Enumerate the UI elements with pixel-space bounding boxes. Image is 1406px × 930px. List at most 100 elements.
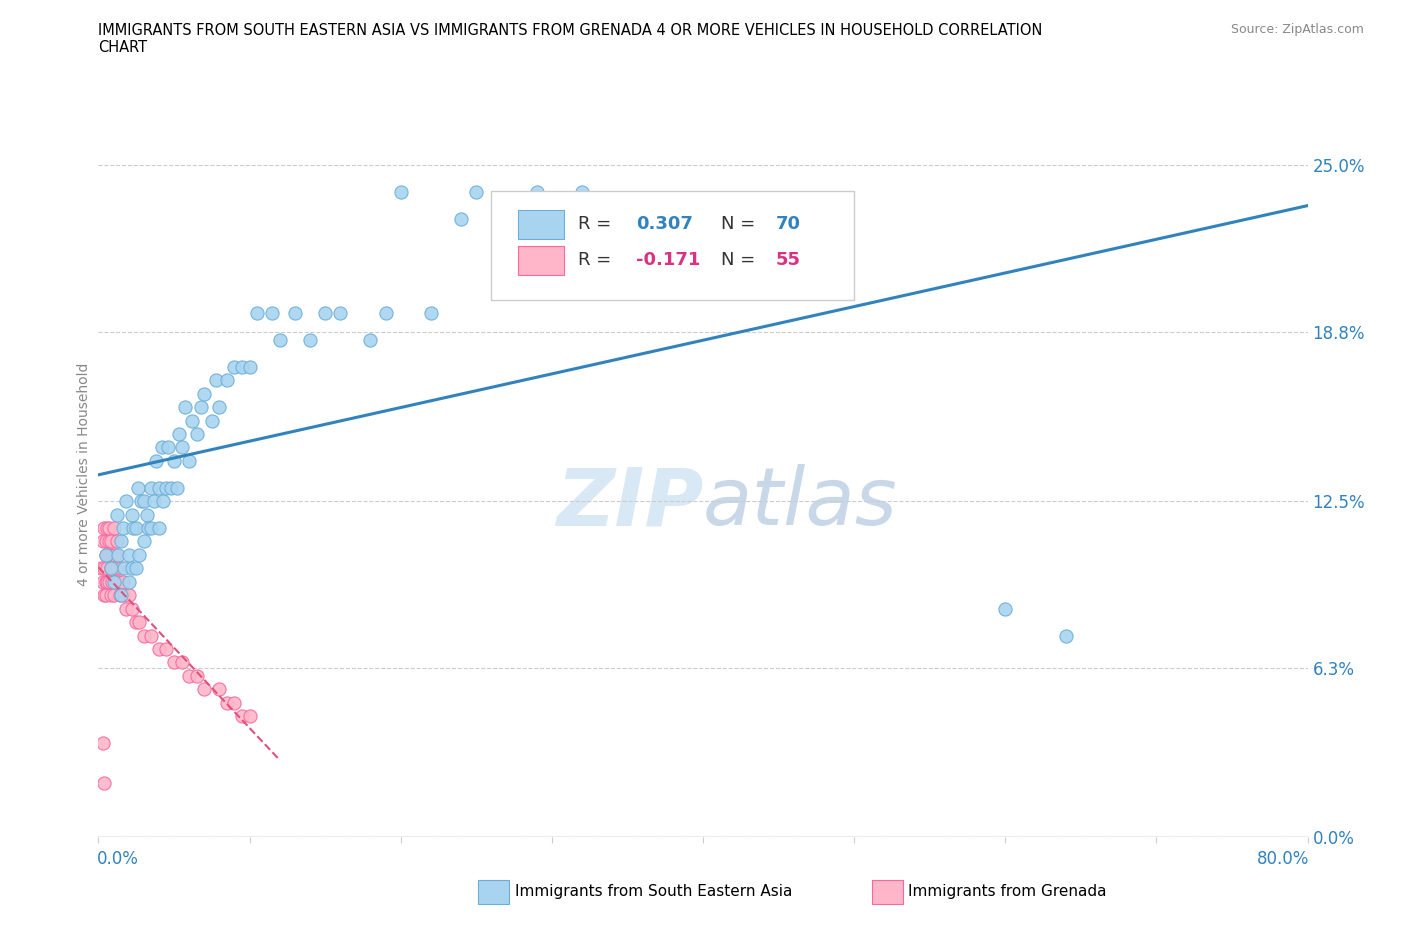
- Point: [110, 588, 132, 603]
- Point: [208, 682, 231, 697]
- Point: [239, 359, 262, 374]
- Point: [104, 575, 127, 590]
- Point: [108, 588, 131, 603]
- Point: [101, 548, 124, 563]
- Point: [141, 480, 163, 495]
- Point: [239, 709, 262, 724]
- FancyBboxPatch shape: [492, 192, 855, 300]
- Text: IMMIGRANTS FROM SOUTH EASTERN ASIA VS IMMIGRANTS FROM GRENADA 4 OR MORE VEHICLES: IMMIGRANTS FROM SOUTH EASTERN ASIA VS IM…: [98, 23, 1043, 38]
- Text: -0.171: -0.171: [637, 251, 700, 270]
- Point: [93, 521, 115, 536]
- Point: [179, 454, 201, 469]
- Point: [128, 548, 150, 563]
- Point: [125, 615, 148, 630]
- Point: [107, 548, 129, 563]
- Point: [98, 534, 121, 549]
- Point: [155, 642, 177, 657]
- Point: [190, 400, 212, 415]
- Text: Immigrants from South Eastern Asia: Immigrants from South Eastern Asia: [515, 884, 792, 899]
- Point: [103, 521, 125, 536]
- Point: [111, 521, 134, 536]
- Point: [571, 185, 593, 200]
- Point: [231, 709, 253, 724]
- Point: [179, 669, 201, 684]
- Point: [101, 575, 124, 590]
- Point: [181, 413, 204, 428]
- Point: [118, 575, 141, 590]
- Point: [994, 601, 1017, 616]
- Point: [450, 212, 472, 227]
- Text: 0.0%: 0.0%: [97, 850, 139, 868]
- Point: [143, 494, 166, 509]
- Point: [93, 776, 115, 790]
- Point: [231, 359, 253, 374]
- Point: [148, 642, 170, 657]
- Point: [170, 440, 193, 455]
- Point: [125, 561, 148, 576]
- Point: [96, 521, 118, 536]
- Point: [150, 440, 173, 455]
- Point: [152, 494, 174, 509]
- Point: [98, 548, 121, 563]
- Point: [96, 561, 118, 576]
- Point: [112, 588, 135, 603]
- Point: [100, 561, 122, 576]
- Point: [93, 561, 115, 576]
- Point: [208, 400, 231, 415]
- Point: [495, 225, 517, 240]
- Point: [96, 575, 118, 590]
- Text: Immigrants from Grenada: Immigrants from Grenada: [908, 884, 1107, 899]
- Point: [420, 306, 443, 321]
- Point: [160, 480, 183, 495]
- Point: [91, 736, 114, 751]
- Point: [129, 494, 152, 509]
- Point: [132, 534, 155, 549]
- Point: [103, 588, 125, 603]
- Point: [215, 696, 238, 711]
- Point: [141, 521, 163, 536]
- Point: [128, 615, 150, 630]
- Point: [94, 548, 117, 563]
- Point: [90, 561, 112, 576]
- Point: [163, 454, 186, 469]
- Point: [145, 454, 167, 469]
- Text: CHART: CHART: [98, 40, 148, 55]
- Point: [118, 548, 141, 563]
- Point: [105, 534, 128, 549]
- Point: [121, 507, 143, 522]
- Point: [122, 521, 145, 536]
- Point: [193, 682, 215, 697]
- Text: Source: ZipAtlas.com: Source: ZipAtlas.com: [1230, 23, 1364, 36]
- Point: [132, 628, 155, 643]
- Point: [111, 575, 134, 590]
- Point: [112, 561, 135, 576]
- Text: 70: 70: [776, 215, 800, 233]
- Point: [167, 427, 190, 442]
- Point: [201, 413, 224, 428]
- Point: [170, 655, 193, 670]
- Point: [166, 480, 188, 495]
- Point: [94, 548, 117, 563]
- Y-axis label: 4 or more Vehicles in Household: 4 or more Vehicles in Household: [77, 363, 91, 586]
- Point: [374, 306, 396, 321]
- Point: [186, 427, 208, 442]
- Point: [91, 575, 114, 590]
- FancyBboxPatch shape: [517, 246, 564, 275]
- Point: [94, 588, 117, 603]
- Point: [98, 521, 121, 536]
- Point: [173, 400, 195, 415]
- Point: [114, 494, 136, 509]
- Point: [148, 521, 170, 536]
- Point: [205, 373, 228, 388]
- Point: [98, 575, 121, 590]
- Point: [155, 480, 177, 495]
- Point: [299, 333, 322, 348]
- Point: [110, 534, 132, 549]
- Point: [105, 561, 128, 576]
- Point: [314, 306, 336, 321]
- Text: N =: N =: [721, 215, 761, 233]
- Text: ZIP: ZIP: [555, 464, 703, 542]
- Text: R =: R =: [578, 215, 617, 233]
- Text: 80.0%: 80.0%: [1257, 850, 1309, 868]
- Text: 55: 55: [776, 251, 800, 270]
